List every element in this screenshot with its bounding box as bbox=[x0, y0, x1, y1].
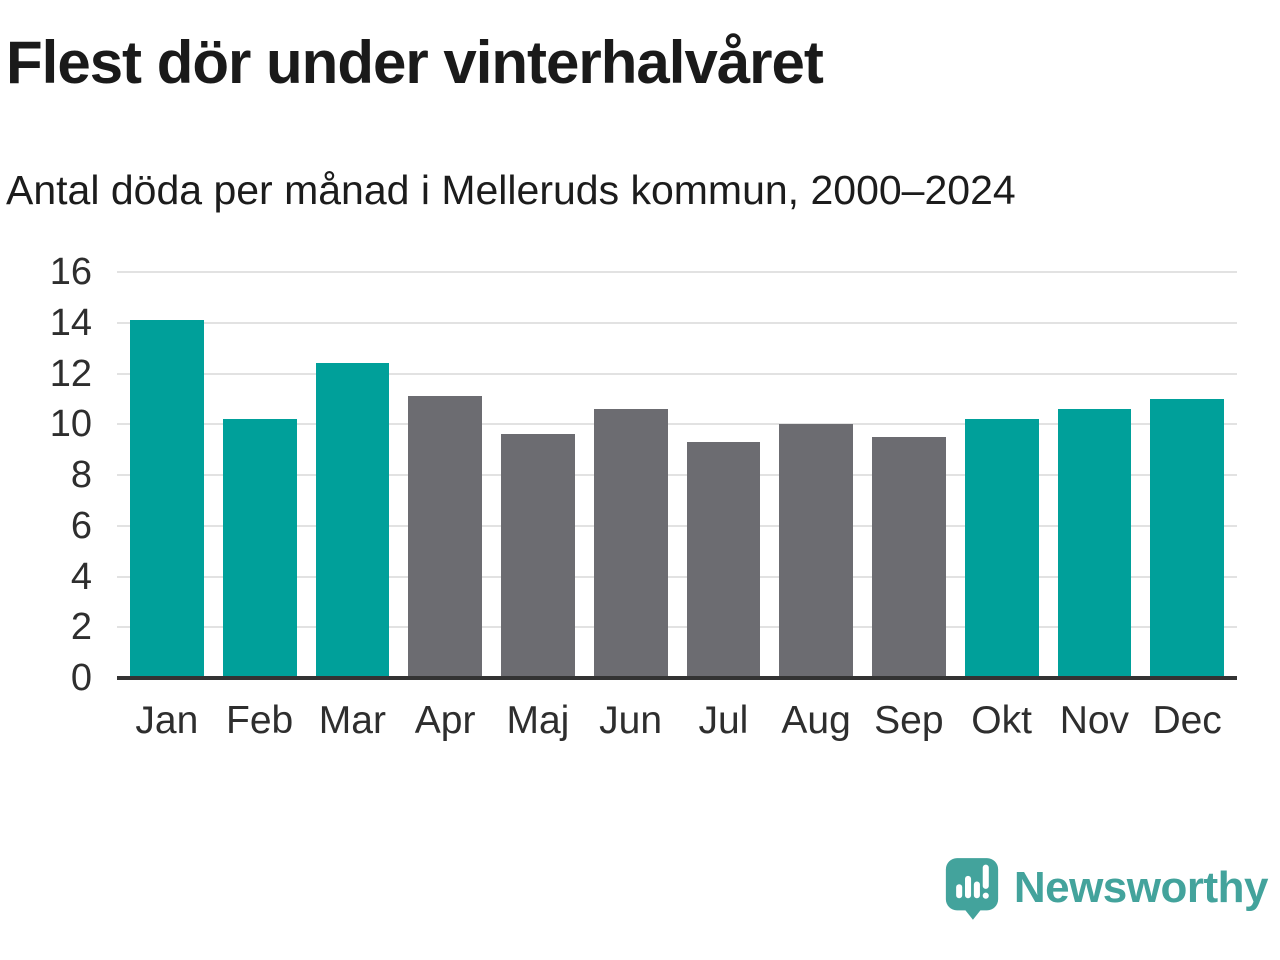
bar-chart-plot-area bbox=[117, 271, 1237, 680]
bar-apr bbox=[408, 396, 482, 678]
y-tick-label-6: 6 bbox=[70, 504, 92, 547]
bar-nov bbox=[1057, 409, 1132, 678]
y-tick-label-16: 16 bbox=[49, 251, 92, 293]
x-tick-label-dec: Dec bbox=[1152, 699, 1222, 742]
y-tick-label-8: 8 bbox=[70, 454, 92, 496]
bar-feb bbox=[222, 419, 297, 678]
gridline-y4 bbox=[117, 575, 1237, 578]
bar-jan bbox=[130, 320, 204, 678]
x-tick-label-feb: Feb bbox=[226, 699, 294, 742]
newsworthy-wordmark: Newsworthy bbox=[1013, 863, 1269, 912]
x-tick-label-jan: Jan bbox=[135, 699, 199, 742]
gridline-y14 bbox=[117, 321, 1237, 324]
bar-maj bbox=[501, 434, 575, 678]
newsworthy-logo-icon bbox=[945, 858, 998, 920]
x-tick-label-nov: Nov bbox=[1059, 699, 1130, 742]
gridline-y2 bbox=[117, 626, 1237, 629]
bars-container bbox=[117, 272, 1237, 678]
gridline-y6 bbox=[117, 524, 1237, 527]
bar-mar bbox=[315, 363, 390, 678]
y-tick-label-0: 0 bbox=[70, 657, 92, 699]
x-tick-label-sep: Sep bbox=[874, 699, 944, 742]
x-axis-line bbox=[117, 676, 1237, 680]
branding: Newsworthy bbox=[944, 856, 1269, 920]
y-tick-label-14: 14 bbox=[49, 301, 92, 344]
x-axis-tick-labels: Jan Feb Mar Apr Maj Jun Jul Aug Sep Okt Nov Dec bbox=[117, 699, 1237, 743]
x-tick-label-jul: Jul bbox=[698, 699, 749, 742]
bar-jul bbox=[686, 442, 761, 678]
y-tick-label-2: 2 bbox=[70, 606, 92, 649]
gridline-y16 bbox=[117, 271, 1237, 273]
bar-jun bbox=[593, 409, 668, 678]
y-tick-label-12: 12 bbox=[49, 352, 92, 395]
x-tick-label-maj: Maj bbox=[506, 699, 570, 742]
x-tick-label-apr: Apr bbox=[414, 699, 476, 742]
bar-aug bbox=[779, 424, 853, 678]
chart-title: Flest dör under vinterhalvåret bbox=[6, 29, 824, 96]
gridline-y10 bbox=[117, 423, 1237, 426]
bar-okt bbox=[964, 419, 1039, 678]
x-tick-label-aug: Aug bbox=[781, 699, 851, 742]
chart-subtitle: Antal döda per månad i Melleruds kommun,… bbox=[6, 167, 1016, 213]
x-tick-label-okt: Okt bbox=[971, 699, 1032, 742]
bar-sep bbox=[872, 436, 946, 678]
y-axis-tick-labels: 0 2 4 6 8 10 12 14 16 bbox=[0, 253, 96, 697]
bar-dec bbox=[1150, 398, 1224, 678]
gridline-y12 bbox=[117, 372, 1237, 375]
y-tick-label-4: 4 bbox=[70, 555, 92, 598]
gridline-y8 bbox=[117, 474, 1237, 476]
y-tick-label-10: 10 bbox=[49, 403, 92, 446]
x-tick-label-jun: Jun bbox=[599, 699, 663, 742]
x-tick-label-mar: Mar bbox=[318, 699, 386, 742]
